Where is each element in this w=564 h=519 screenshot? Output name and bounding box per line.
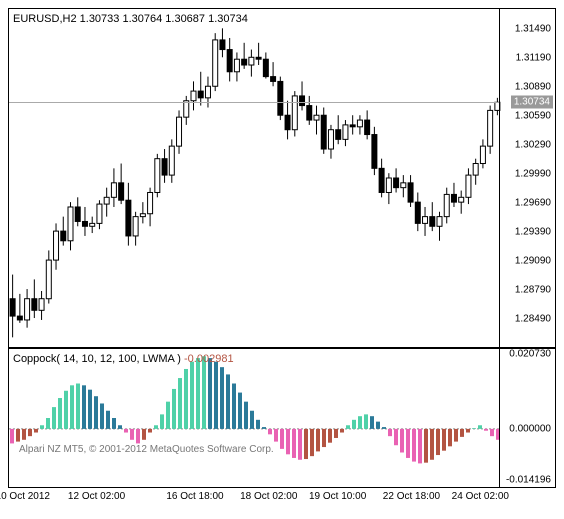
price-tick: 1.28790 [515,285,551,296]
candlestick-svg [9,9,501,347]
indicator-tick: 0.000000 [509,423,551,434]
current-price-box: 1.30734 [511,96,553,109]
indicator-y-axis: -0.014196 0.000000 0.020730 [499,349,555,487]
ohlc-values: 1.30733 1.30764 1.30687 1.30734 [80,13,248,25]
indicator-title: Coppock( 14, 10, 12, 100, LWMA ) -0.0029… [13,353,234,365]
price-y-axis: 1.30734 1.28490 1.28790 1.29090 1.29390 1.29… [499,9,555,347]
indicator-panel[interactable]: Coppock( 14, 10, 12, 100, LWMA ) -0.0029… [8,348,556,488]
symbol-title: EURUSD,H2 1.30733 1.30764 1.30687 1.3073… [13,13,248,25]
time-x-axis: 10 Oct 201212 Oct 02:0016 Oct 18:0018 Oc… [8,491,500,513]
price-tick: 1.29390 [515,227,551,238]
time-tick: 18 Oct 02:00 [240,491,297,502]
price-tick: 1.29090 [515,256,551,267]
time-tick: 22 Oct 18:00 [383,491,440,502]
indicator-chart-area[interactable] [9,349,499,487]
time-tick: 24 Oct 02:00 [452,491,509,502]
price-tick: 1.30590 [515,111,551,122]
time-tick: 12 Oct 02:00 [68,491,125,502]
indicator-tick: 0.020730 [509,348,551,359]
time-tick: 10 Oct 2012 [0,491,50,502]
price-tick: 1.31490 [515,24,551,35]
price-tick: 1.30890 [515,82,551,93]
indicator-label: Coppock( 14, 10, 12, 100, LWMA ) [13,353,181,365]
current-price-line [9,102,499,103]
price-tick: 1.30290 [515,140,551,151]
symbol-label: EURUSD,H2 [13,13,77,25]
price-chart-panel[interactable]: EURUSD,H2 1.30733 1.30764 1.30687 1.3073… [8,8,556,348]
price-tick: 1.28490 [515,313,551,324]
indicator-svg [9,349,501,487]
time-tick: 16 Oct 18:00 [166,491,223,502]
time-tick: 19 Oct 10:00 [309,491,366,502]
indicator-value: -0.002981 [184,353,234,365]
price-chart-area[interactable] [9,9,499,347]
price-tick: 1.29690 [515,198,551,209]
price-tick: 1.29990 [515,169,551,180]
indicator-tick: -0.014196 [506,475,551,486]
copyright-text: Alpari NZ MT5, © 2001-2012 MetaQuotes So… [19,444,274,455]
price-tick: 1.31190 [516,53,551,64]
